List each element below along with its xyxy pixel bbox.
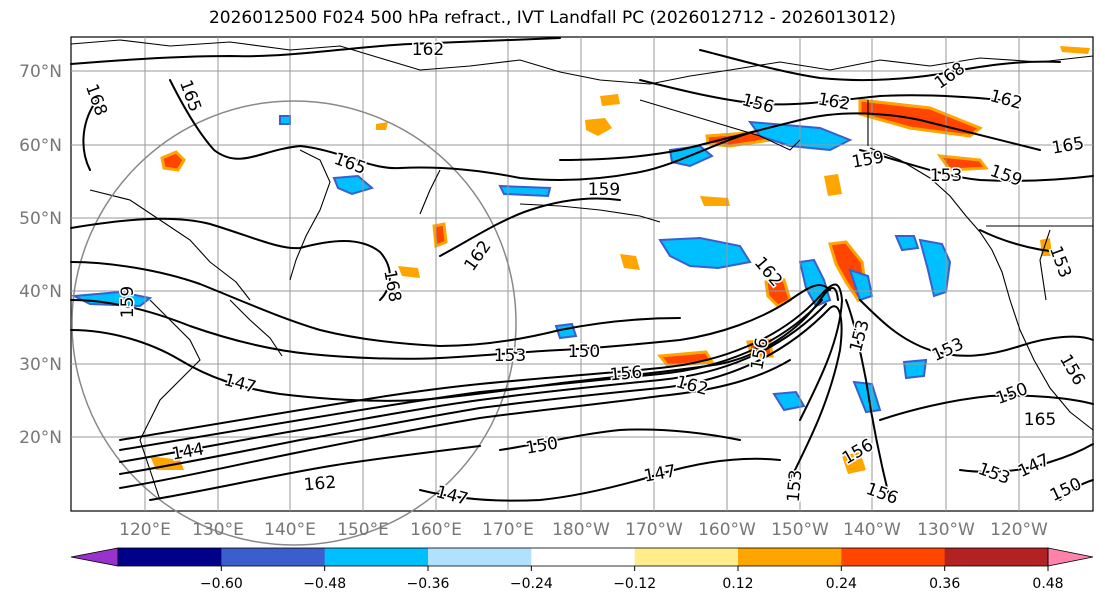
lon-label: 170°W <box>625 520 683 540</box>
colorbar-tick-label: −0.36 <box>407 576 450 592</box>
colorbar-tick-label: 0.12 <box>722 576 753 592</box>
region-circle <box>71 100 517 546</box>
colorbar-segment <box>324 548 429 566</box>
contour-label: 153 <box>494 346 526 366</box>
lat-label: 20°N <box>19 428 62 448</box>
lat-label: 70°N <box>19 62 62 82</box>
lat-label: 50°N <box>19 209 62 229</box>
contour-label: 150 <box>568 342 600 362</box>
lon-label: 150°E <box>337 520 389 540</box>
contour-label: 153 <box>930 166 962 186</box>
colorbar-tick-label: −0.48 <box>303 576 346 592</box>
lat-label: 60°N <box>19 136 62 156</box>
map-title: 2026012500 F024 500 hPa refract., IVT La… <box>208 8 896 28</box>
colorbar-segment <box>944 548 1049 566</box>
colorbar-outline <box>117 547 1049 567</box>
contour-label: 162 <box>412 40 444 60</box>
colorbar-segment <box>841 548 946 566</box>
contour-label: 159 <box>850 147 885 172</box>
contour-lines <box>70 37 1094 502</box>
colorbar-tick-label: −0.60 <box>200 576 243 592</box>
colorbar-tick-label: 0.24 <box>826 576 857 592</box>
contour-label: 159 <box>588 180 620 200</box>
lon-label: 120°W <box>990 520 1048 540</box>
colorbar-segment <box>634 548 739 566</box>
lon-label: 130°W <box>917 520 975 540</box>
lon-label: 130°E <box>192 520 244 540</box>
lon-label: 180°W <box>552 520 610 540</box>
colorbar-tick-label: 0.36 <box>929 576 960 592</box>
coastlines <box>70 39 1094 501</box>
contour-label: 153 <box>784 469 807 503</box>
colorbar-tick-label: 0.48 <box>1032 576 1063 592</box>
lon-label: 120°E <box>119 520 171 540</box>
colorbar-tick-label: −0.12 <box>613 576 656 592</box>
colorbar-segment <box>118 548 222 566</box>
lon-label: 170°E <box>482 520 534 540</box>
colorbar-segment <box>221 548 326 566</box>
lon-label: 160°W <box>698 520 756 540</box>
contour-label: 162 <box>303 473 337 496</box>
colorbar-extend-max <box>1047 547 1094 567</box>
colorbar-segment <box>738 548 842 566</box>
colorbar: −0.60 −0.48 −0.36 −0.24 −0.12 0.12 0.24 0.36 0.4… <box>70 547 1094 592</box>
lon-label: 140°W <box>843 520 901 540</box>
lon-label: 140°E <box>264 520 316 540</box>
colorbar-extend-min <box>70 547 119 567</box>
lat-label: 40°N <box>19 282 62 302</box>
lon-label: 160°E <box>410 520 462 540</box>
contour-label: 156 <box>609 363 643 386</box>
colorbar-tick-label: −0.24 <box>510 576 553 592</box>
contour-label: 159 <box>118 286 138 318</box>
colorbar-segment <box>428 548 532 566</box>
contour-label: 165 <box>1024 410 1056 430</box>
graticule <box>71 37 1093 511</box>
lon-label: 150°W <box>771 520 829 540</box>
colorbar-segment <box>531 548 636 566</box>
lat-label: 30°N <box>19 355 62 375</box>
